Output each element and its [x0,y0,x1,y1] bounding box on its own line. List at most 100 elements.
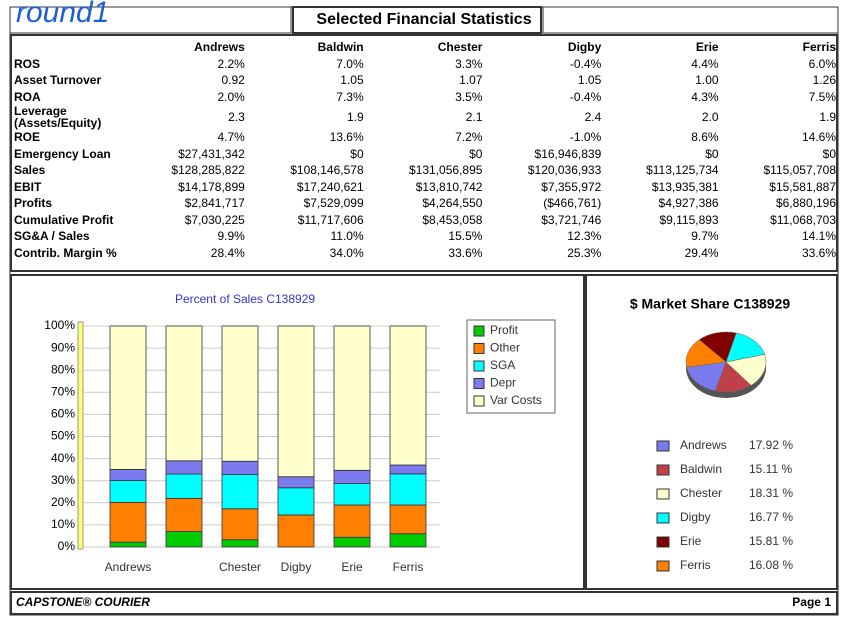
header-row: Andrews Baldwin Chester Digby Erie Ferris [14,39,836,56]
legend-swatch [473,395,485,407]
legend-label: SGA [490,358,515,372]
pie-slice [686,361,727,392]
row-label: Leverage (Assets/Equity) [14,104,102,130]
cell: 2.2% [217,56,245,71]
cell: 25.3% [567,245,602,260]
bar-segment [221,539,259,548]
bar-segment [277,476,315,489]
x-tick-label: Erie [341,560,363,574]
y-tick-label: 100% [44,318,75,332]
row-label: ROE [14,130,41,145]
header-left-box [9,6,292,34]
cell: -0.4% [569,56,602,71]
cell: $4,264,550 [422,196,483,211]
cell: 1.07 [459,73,483,88]
y-tick-label: 70% [51,384,75,398]
cell: $9,115,893 [659,212,719,227]
y-tick-label: 10% [51,517,75,531]
cell: $108,146,578 [290,163,364,178]
bar-segment [165,473,203,499]
legend-label: Ferris [680,558,711,572]
y-tick-label: 30% [51,473,75,487]
row-label: Contrib. Margin % [14,245,117,260]
footer-box [10,591,838,615]
legend-value: 15.11 % [749,462,792,476]
y-tick-label: 90% [51,340,75,354]
x-tick-label: Ferris [393,560,424,574]
row-label: Emergency Loan [14,146,111,161]
x-tick-label: Andrews [105,560,152,574]
bar-segment [109,325,147,470]
column-header: Ferris [802,40,836,55]
cell: $4,927,386 [658,196,719,211]
bar-segment [165,460,203,475]
y-tick-label: 0% [58,539,76,553]
cell: $0 [705,146,719,161]
cell: $2,841,717 [184,196,245,211]
bar-segment [109,480,147,503]
bar-segment [333,536,371,548]
cell: 34.0% [329,245,364,260]
legend-value: 18.31 % [749,486,793,500]
bar-chart-title: Percent of Sales C138929 [175,292,315,306]
bar-segment [277,325,315,478]
cell: $15,581,887 [769,179,836,194]
cell: $11,717,606 [297,212,364,227]
cell: $128,285,822 [171,163,245,178]
cell: 14.6% [801,130,836,145]
cell: 9.7% [691,229,719,244]
column-header: Digby [567,40,602,55]
bar-segment [165,531,203,548]
bar-segment [109,501,147,543]
bar-segment [389,325,427,466]
legend-swatch [473,343,485,354]
row-label: ROA [14,89,41,104]
table-row: Asset Turnover 0.92 1.05 1.07 1.05 1.00 1.26 [14,72,836,89]
legend-label: Other [490,341,520,355]
cell: 1.9 [346,110,364,124]
cell: 1.05 [577,73,602,88]
x-tick-label: Chester [219,560,261,574]
cell: 3.3% [455,56,483,71]
bar-segment [221,325,259,462]
cell: 3.5% [455,89,483,104]
table-row: ROE 4.7% 13.6% 7.2% -1.0% 8.6% 14.6% [14,129,836,146]
stats-table: Andrews Baldwin Chester Digby Erie Ferris ROS 2… [14,39,836,261]
cell: 7.5% [808,89,836,104]
cell: 13.6% [329,130,364,145]
bar-segment [277,514,315,548]
cell: 4.3% [691,89,719,104]
legend-swatch [473,378,485,389]
cell: $7,355,972 [541,179,602,194]
bar-segment [333,504,371,538]
header-right-box [542,6,839,34]
bar-segment [333,325,371,471]
cell: $7,030,225 [184,212,245,227]
bar-segment [221,460,259,475]
cell: 7.2% [455,130,483,145]
cell: $8,453,058 [422,212,483,227]
column-header: Chester [437,40,483,55]
legend-label: Depr [490,376,516,390]
bar-chart-box [10,274,585,590]
column-header: Andrews [194,40,245,55]
cell: 1.26 [812,73,836,88]
column-header: Erie [695,40,719,55]
cell: 8.6% [691,130,719,145]
cell: $131,056,895 [409,163,483,178]
cell: 7.0% [336,56,364,71]
bar-segment [165,325,203,462]
legend-swatch [656,488,670,500]
bar-segment [165,497,203,532]
cell: $13,935,381 [651,179,719,194]
cell: 9.9% [217,229,245,244]
cell: 29.4% [684,245,719,260]
pie-chart-box [585,274,838,590]
cell: -1.0% [569,130,602,145]
cell: $6,880,196 [775,196,836,211]
corner-cell [14,39,126,56]
table-row: Contrib. Margin % 28.4% 34.0% 33.6% 25.3% 29.… [14,245,836,262]
cell: 2.3 [228,110,245,124]
